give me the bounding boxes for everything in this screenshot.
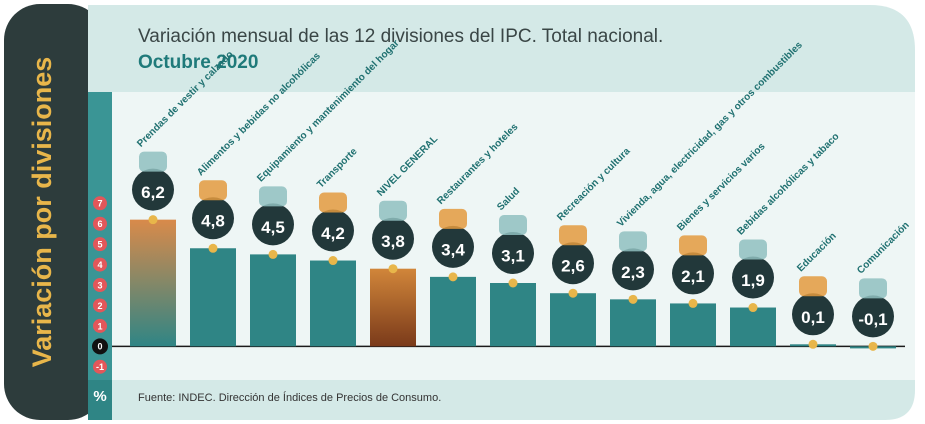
value-bubble: [432, 225, 474, 268]
bar-top-dot: [208, 243, 218, 253]
category-icon: [799, 276, 827, 297]
y-tick-mark: [93, 237, 107, 252]
y-tick-mark: [92, 338, 108, 355]
bar-top-dot: [268, 249, 278, 259]
y-tick-mark: [93, 257, 107, 272]
value-bubble: [192, 197, 234, 240]
bar-top-dot: [328, 256, 338, 266]
value-bubble: [792, 293, 834, 336]
y-tick-label: 6: [97, 219, 102, 229]
header-panel: [88, 5, 915, 92]
y-tick-label: 2: [97, 301, 102, 311]
unit-box: [88, 380, 112, 420]
value-label: 2,6: [561, 257, 585, 276]
y-tick-label: 7: [97, 199, 102, 209]
chart-subtitle: Octubre 2020: [138, 52, 258, 73]
value-label: 3,1: [501, 246, 525, 265]
y-tick-label: 3: [97, 280, 102, 290]
value-label: 4,8: [201, 212, 225, 231]
category-icon: [859, 278, 887, 299]
category-icon: [499, 215, 527, 235]
side-title: Variación por divisiones: [27, 57, 57, 368]
chart-title: Variación mensual de las 12 divisiones d…: [138, 26, 663, 47]
value-label: -0,1: [858, 310, 887, 329]
value-label: 4,2: [321, 224, 345, 243]
bar-top-dot: [808, 339, 818, 349]
category-icon: [259, 186, 287, 207]
y-tick-label: 5: [97, 240, 102, 250]
value-bubble: [372, 217, 414, 260]
value-bubble: [612, 248, 654, 291]
value-bubble: [852, 295, 894, 338]
value-bubble: [672, 252, 714, 295]
y-unit: %: [93, 388, 106, 405]
value-bubble: [252, 203, 294, 246]
bar: [370, 268, 416, 347]
y-tick-mark: [93, 298, 107, 313]
y-tick-mark: [93, 278, 107, 293]
bar: [310, 260, 356, 347]
y-tick-label: 4: [97, 260, 102, 270]
value-bubble: [132, 168, 174, 211]
value-label: 2,3: [621, 263, 645, 282]
bar-top-dot: [148, 215, 158, 225]
bar-top-dot: [448, 272, 458, 282]
category-icon: [439, 208, 467, 229]
bar-top-dot: [868, 341, 878, 351]
value-label: 6,2: [141, 183, 165, 202]
category-icon: [619, 231, 647, 252]
bar: [670, 303, 716, 347]
value-label: 1,9: [741, 271, 765, 290]
category-icon: [739, 239, 767, 260]
value-label: 2,1: [681, 267, 705, 286]
category-icon: [319, 192, 347, 213]
category-icon: [139, 151, 167, 172]
y-tick-label: 1: [97, 321, 102, 331]
bar: [550, 293, 596, 347]
value-bubble: [312, 209, 354, 252]
bar: [430, 276, 476, 347]
value-bubble: [552, 242, 594, 285]
bar: [610, 299, 656, 347]
bar: [250, 254, 296, 347]
footer-panel: [88, 380, 915, 420]
y-tick-mark: [93, 318, 107, 333]
value-label: 3,4: [441, 240, 465, 259]
y-tick-mark: [93, 216, 107, 231]
bar-top-dot: [748, 303, 758, 313]
y-tick-label: -1: [96, 362, 104, 372]
category-icon: [199, 180, 227, 201]
category-icon: [679, 235, 707, 256]
bar: [490, 283, 536, 347]
bar-top-dot: [508, 278, 518, 288]
value-label: 4,5: [261, 218, 285, 237]
value-label: 0,1: [801, 308, 825, 327]
value-bubble: [732, 256, 774, 299]
side-panel: [4, 4, 104, 420]
bar-top-dot: [568, 288, 578, 298]
category-icon: [559, 225, 587, 246]
bar-top-dot: [688, 298, 698, 308]
source: Fuente: INDEC. Dirección de Índices de P…: [138, 391, 441, 404]
bar-top-dot: [388, 264, 398, 274]
category-icon: [379, 200, 407, 221]
value-bubble: [492, 232, 534, 274]
bar-top-dot: [628, 294, 638, 304]
bar: [190, 248, 236, 347]
bar: [130, 219, 176, 347]
value-label: 3,8: [381, 232, 405, 251]
y-tick-label: 0: [97, 342, 102, 352]
y-axis-column: [88, 92, 112, 380]
y-tick-mark: [93, 196, 107, 211]
bar: [730, 307, 776, 347]
y-tick-mark: [93, 359, 107, 374]
